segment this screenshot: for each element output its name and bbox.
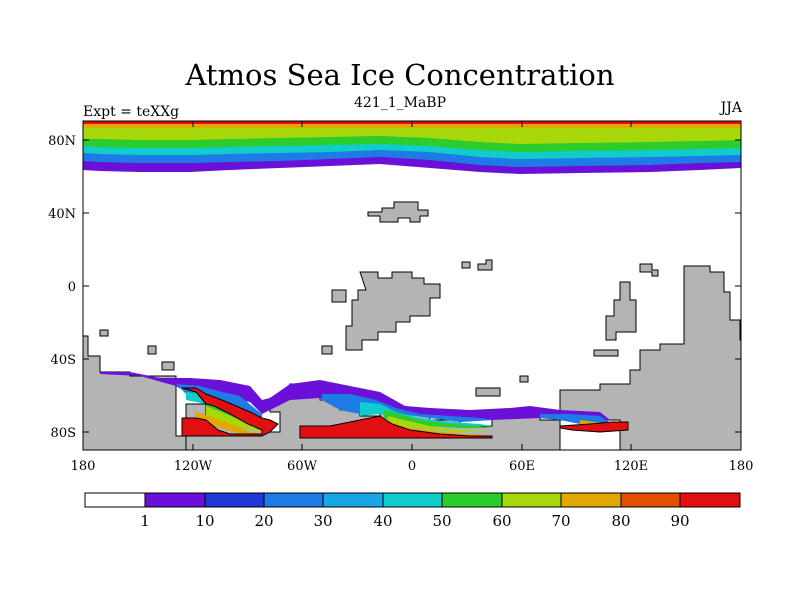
land-small-island-2	[321, 345, 333, 355]
antarctic-ice	[100, 372, 629, 439]
colorbar-label: 20	[254, 512, 273, 530]
land-west-islet-3	[161, 361, 175, 371]
sh-ice-yellow	[206, 406, 492, 432]
y-tick-label: 40S	[51, 353, 76, 368]
colorbar-swatch	[323, 493, 383, 507]
x-tick-label: 60E	[509, 459, 535, 474]
colorbar-swatch	[85, 493, 145, 507]
colorbar-swatch	[145, 493, 205, 507]
colorbar-swatch	[205, 493, 264, 507]
land-small-island-3	[461, 261, 471, 269]
y-tick-label: 80N	[48, 134, 76, 149]
colorbar-label: 40	[373, 512, 392, 530]
colorbar-label: 80	[611, 512, 630, 530]
x-tick-label: 60W	[287, 459, 318, 474]
x-axis	[82, 121, 742, 450]
y-axis	[83, 139, 741, 433]
sh-ice-red-east	[559, 421, 629, 433]
land-east-island	[605, 281, 637, 341]
plot-title: Atmos Sea Ice Concentration	[185, 58, 615, 92]
land-northern-continent	[367, 201, 429, 223]
colorbar-label: 10	[195, 512, 214, 530]
land-island-dots-1	[593, 349, 619, 357]
y-tick-label: 0	[68, 280, 76, 295]
land-small-island-4	[477, 259, 493, 271]
land-central-continent	[345, 271, 441, 351]
colorbar-swatch	[621, 493, 680, 507]
land-small-island-1	[331, 289, 347, 303]
colorbar-swatch	[561, 493, 621, 507]
x-tick-label: 180	[71, 459, 96, 474]
colorbar-label: 70	[551, 512, 570, 530]
sh-ice-red-west	[181, 387, 279, 437]
land-island-dots-3	[519, 375, 529, 383]
plot-subtitle: 421_1_MaBP	[353, 95, 447, 111]
y-tick-label: 40N	[48, 207, 76, 222]
colorbar-swatch	[442, 493, 502, 507]
sh-ice-blue	[176, 384, 612, 424]
colorbar: 1 10 20 30 40 50 60 70 80 90	[84, 492, 741, 530]
colorbar-label: 90	[670, 512, 689, 530]
land-west-left	[82, 335, 187, 451]
x-tick-label: 180	[729, 459, 754, 474]
land-east-continent	[559, 265, 742, 451]
colorbar-swatch	[264, 493, 323, 507]
land-small-island-5	[639, 263, 659, 277]
season-label: JJA	[720, 100, 742, 116]
sh-ice-cyan	[186, 392, 492, 426]
land-west-islet-2	[147, 345, 157, 355]
colorbar-label: 60	[492, 512, 511, 530]
sh-ice-green	[206, 400, 492, 428]
colorbar-label: 1	[140, 512, 150, 530]
y-tick-label: 80S	[51, 426, 76, 441]
sh-ice-red-central	[299, 415, 493, 439]
colorbar-swatch	[502, 493, 561, 507]
colorbar-swatch	[383, 493, 442, 507]
x-tick-label: 120E	[614, 459, 648, 474]
colorbar-label: 50	[432, 512, 451, 530]
arctic-ice-band	[83, 121, 741, 174]
colorbar-label: 30	[313, 512, 332, 530]
x-tick-label: 120W	[174, 459, 213, 474]
land-island-dots-2	[475, 387, 501, 397]
x-tick-label: 0	[408, 459, 416, 474]
experiment-label: Expt = teXXg	[83, 104, 180, 120]
colorbar-swatch	[680, 493, 740, 507]
land-west-islet-1	[99, 329, 109, 337]
